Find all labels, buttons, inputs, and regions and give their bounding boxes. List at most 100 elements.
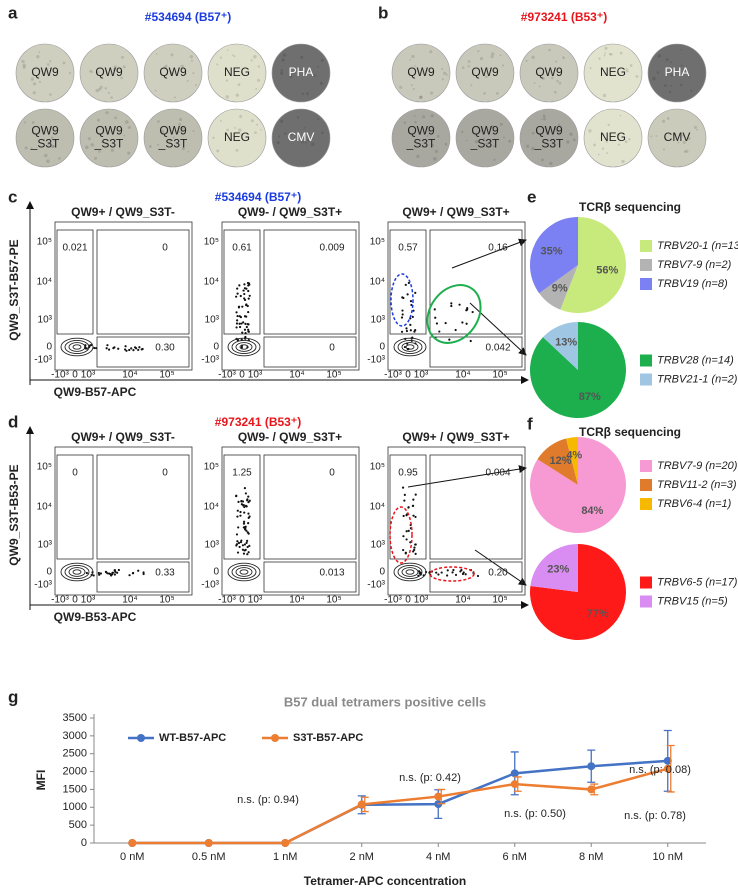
well-spot bbox=[112, 68, 116, 71]
event-dot bbox=[92, 574, 95, 577]
well-label: QW9 bbox=[95, 65, 123, 79]
gate-value: 0.30 bbox=[155, 343, 175, 354]
event-dot bbox=[243, 298, 247, 302]
event-dot bbox=[434, 316, 437, 319]
plot-title: QW9+ / QW9_S3T- bbox=[71, 430, 175, 444]
slice-label: 13% bbox=[555, 337, 577, 349]
event-dot bbox=[413, 546, 416, 549]
well-label: NEG bbox=[224, 65, 250, 79]
well-spot bbox=[665, 58, 669, 62]
series-point bbox=[128, 839, 137, 847]
event-dot bbox=[247, 289, 250, 293]
contour bbox=[397, 564, 423, 580]
well-spot bbox=[426, 134, 429, 137]
event-dot bbox=[237, 500, 240, 503]
panel-title: #534694 (B57⁺) bbox=[145, 10, 231, 24]
event-dot bbox=[247, 551, 250, 554]
event-dot bbox=[236, 515, 239, 518]
event-dot bbox=[117, 347, 120, 350]
panel-label: b bbox=[378, 3, 388, 22]
well-spot bbox=[493, 158, 496, 161]
well-spot bbox=[300, 55, 304, 59]
well-spot bbox=[165, 64, 168, 67]
event-dot bbox=[243, 292, 246, 296]
event-dot bbox=[241, 544, 245, 547]
well-spot bbox=[43, 138, 46, 141]
event-dot bbox=[412, 514, 415, 517]
well-spot bbox=[256, 123, 259, 126]
event-dot bbox=[246, 531, 249, 534]
slice-label: 4% bbox=[566, 449, 582, 461]
well-label: _S3T bbox=[158, 137, 188, 151]
well-label: QW9 bbox=[471, 124, 499, 138]
well-spot bbox=[280, 119, 284, 123]
event-dot bbox=[244, 525, 247, 528]
event-dot bbox=[438, 330, 441, 333]
event-dot bbox=[433, 308, 436, 311]
event-dot bbox=[412, 550, 415, 553]
event-dot bbox=[242, 520, 246, 523]
gate bbox=[263, 336, 357, 368]
well-spot bbox=[120, 76, 124, 80]
event-dot bbox=[411, 315, 414, 318]
well-spot bbox=[541, 77, 545, 80]
x-tick-label: 10³ bbox=[248, 595, 263, 606]
well-spot bbox=[49, 93, 52, 96]
well-spot bbox=[257, 78, 261, 82]
event-dot bbox=[400, 316, 404, 319]
legend-label: TRBV20-1 (n=13) bbox=[657, 240, 738, 252]
well bbox=[455, 108, 515, 168]
well-spot bbox=[170, 53, 174, 57]
event-dot bbox=[247, 297, 250, 300]
plot-title: QW9+ / QW9_S3T+ bbox=[402, 430, 509, 444]
contour bbox=[239, 344, 249, 350]
contour bbox=[231, 339, 257, 355]
event-dot bbox=[241, 331, 244, 334]
contour bbox=[68, 567, 86, 577]
gate-value: 0.61 bbox=[232, 243, 252, 254]
arrow bbox=[451, 238, 527, 269]
event-dot bbox=[409, 323, 412, 326]
event-dot bbox=[235, 495, 238, 498]
panel-title: #534694 (B57⁺) bbox=[215, 190, 301, 204]
event-dot bbox=[417, 570, 421, 573]
gate-value: 0.042 bbox=[485, 343, 510, 354]
well-spot bbox=[127, 125, 131, 129]
well-spot bbox=[250, 59, 253, 62]
well-spot bbox=[187, 150, 190, 153]
well-spot bbox=[441, 67, 444, 71]
well-spot bbox=[250, 119, 254, 123]
plot-frame bbox=[221, 446, 360, 596]
well-spot bbox=[663, 84, 667, 87]
x-tick-label: 0 bbox=[239, 370, 245, 381]
gate-ellipse bbox=[390, 273, 414, 327]
well-label: _S3T bbox=[30, 137, 60, 151]
well-spot bbox=[62, 61, 66, 65]
event-dot bbox=[235, 295, 238, 298]
event-dot bbox=[93, 346, 96, 350]
event-dot bbox=[242, 289, 245, 292]
event-dot bbox=[247, 512, 250, 515]
well-spot bbox=[235, 148, 239, 152]
well-spot bbox=[441, 78, 445, 81]
well-spot bbox=[598, 57, 601, 60]
x-tick-label: 10³ bbox=[81, 595, 96, 606]
well-spot bbox=[24, 146, 28, 150]
gate-ellipse bbox=[426, 284, 482, 344]
well-spot bbox=[621, 159, 625, 164]
well-spot bbox=[433, 157, 437, 161]
event-dot bbox=[406, 293, 409, 296]
well-spot bbox=[160, 129, 165, 134]
pie-slice bbox=[566, 436, 578, 485]
y-tick-label: -10³ bbox=[367, 580, 385, 591]
well-spot bbox=[540, 118, 543, 120]
event-dot bbox=[446, 569, 449, 572]
event-dot bbox=[128, 348, 131, 352]
well-spot bbox=[617, 71, 619, 74]
well-spot bbox=[101, 141, 104, 144]
well-spot bbox=[602, 93, 607, 98]
event-dot bbox=[130, 347, 133, 350]
gate bbox=[96, 454, 190, 560]
y-tick-label: 10⁴ bbox=[204, 502, 219, 513]
well-spot bbox=[531, 131, 535, 135]
